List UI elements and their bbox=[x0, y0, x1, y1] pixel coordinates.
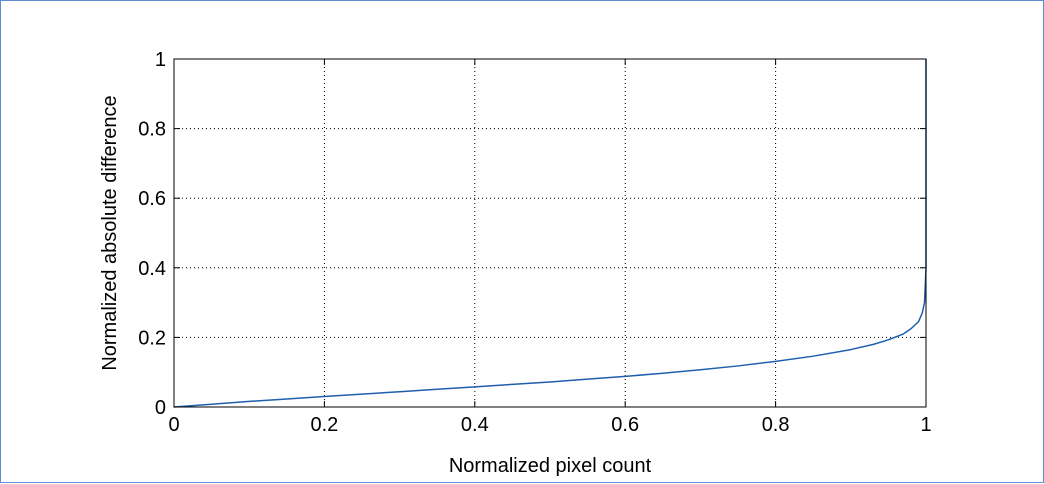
x-axis-label: Normalized pixel count bbox=[449, 455, 652, 477]
y-tick-label: 0 bbox=[155, 397, 166, 419]
y-tick-label: 0.4 bbox=[138, 258, 166, 280]
x-tick-label: 0.8 bbox=[762, 414, 790, 436]
y-tick-label: 0.2 bbox=[138, 327, 166, 349]
y-tick-labels: 0 0.2 0.4 0.6 0.8 1 bbox=[138, 49, 166, 419]
x-tick-label: 0 bbox=[168, 414, 179, 436]
y-tick-label: 0.8 bbox=[138, 119, 166, 141]
plot-area-border bbox=[173, 58, 927, 408]
y-axis-label: Normalized absolute difference bbox=[99, 95, 121, 370]
tick-marks bbox=[173, 58, 927, 408]
x-tick-labels: 0 0.2 0.4 0.6 0.8 1 bbox=[168, 414, 931, 436]
x-tick-label: 0.4 bbox=[461, 414, 489, 436]
x-tick-label: 0.2 bbox=[310, 414, 338, 436]
x-tick-label: 0.6 bbox=[611, 414, 639, 436]
y-tick-label: 1 bbox=[155, 49, 166, 71]
series-group bbox=[173, 59, 927, 408]
grid-lines bbox=[174, 59, 926, 407]
series-line bbox=[173, 59, 927, 408]
y-tick-label: 0.6 bbox=[138, 188, 166, 210]
x-tick-label: 1 bbox=[920, 414, 931, 436]
